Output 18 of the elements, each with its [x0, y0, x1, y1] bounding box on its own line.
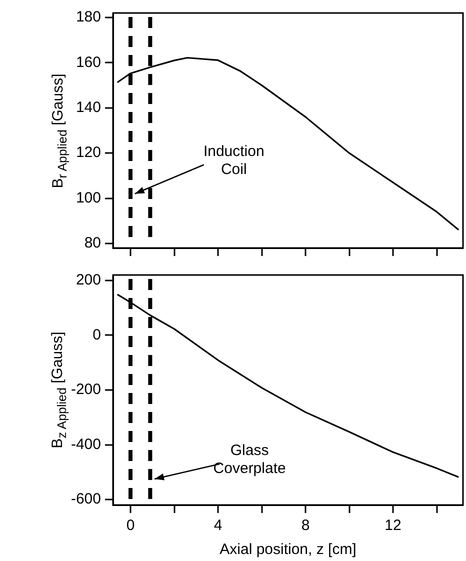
annotation: Glass Coverplate [213, 442, 286, 478]
y-tick-label: -600 [70, 490, 101, 508]
y-tick-label: -200 [70, 381, 101, 398]
y-tick-label: 0 [92, 326, 101, 344]
y-tick-label: 100 [76, 189, 101, 206]
x-tick-label: 8 [301, 517, 310, 534]
y-tick-label: 120 [76, 144, 101, 162]
y-tick-label: -400 [70, 436, 101, 453]
x-tick-label: 0 [126, 517, 135, 534]
x-axis-title: Axial position, z [cm] [220, 541, 356, 558]
annotation: Induction Coil [203, 142, 264, 178]
y-tick-label: 160 [76, 54, 101, 71]
y-tick-label: 180 [76, 8, 101, 26]
x-tick-label: 12 [384, 517, 402, 534]
y-tick-label: 140 [76, 99, 101, 116]
y-tick-label: 200 [76, 272, 101, 289]
y-tick-label: 80 [84, 234, 101, 252]
x-tick-label: 4 [214, 517, 222, 534]
